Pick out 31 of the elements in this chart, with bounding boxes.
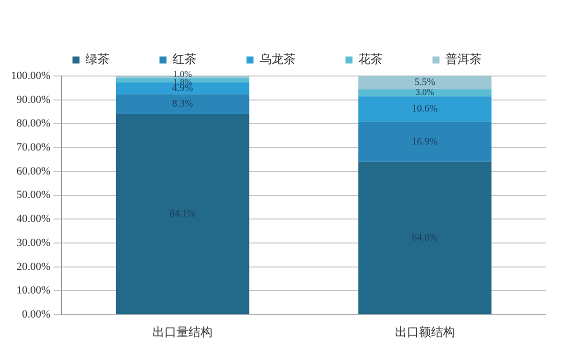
y-tick-label: 10.00% [16,284,50,297]
y-tick-label: 30.00% [16,236,50,249]
data-label: 5.5% [414,77,436,88]
y-tick-label: 90.00% [16,94,50,106]
y-tick-label: 0.00% [22,308,50,320]
legend-label: 绿茶 [86,52,110,66]
y-tick-label: 50.00% [16,189,50,202]
bar [358,122,492,162]
legend-label: 红茶 [172,52,196,66]
data-label: 10.6% [412,104,438,115]
data-label: 3.0% [415,87,435,98]
y-tick-label: 20.00% [16,260,50,273]
bar [116,114,250,314]
data-label: 16.9% [412,136,438,148]
bar [116,94,250,114]
legend-label: 花茶 [358,52,382,66]
bar [358,162,492,314]
x-tick-label: 出口额结构 [394,324,455,339]
y-tick-label: 70.00% [16,141,50,154]
legend-label: 乌龙茶 [260,52,296,66]
bar [358,76,492,90]
legend-label: 普洱茶 [446,52,482,66]
bar [358,89,492,96]
y-tick-label: 60.00% [16,165,50,178]
data-label: 1.0% [173,68,192,79]
y-tick-label: 80.00% [16,118,50,130]
x-tick-label: 出口量结构 [152,324,213,339]
data-label: 8.3% [172,98,193,110]
bar [358,96,492,122]
y-tick-label: 40.00% [16,213,50,226]
y-tick-label: 100.00% [10,70,50,82]
